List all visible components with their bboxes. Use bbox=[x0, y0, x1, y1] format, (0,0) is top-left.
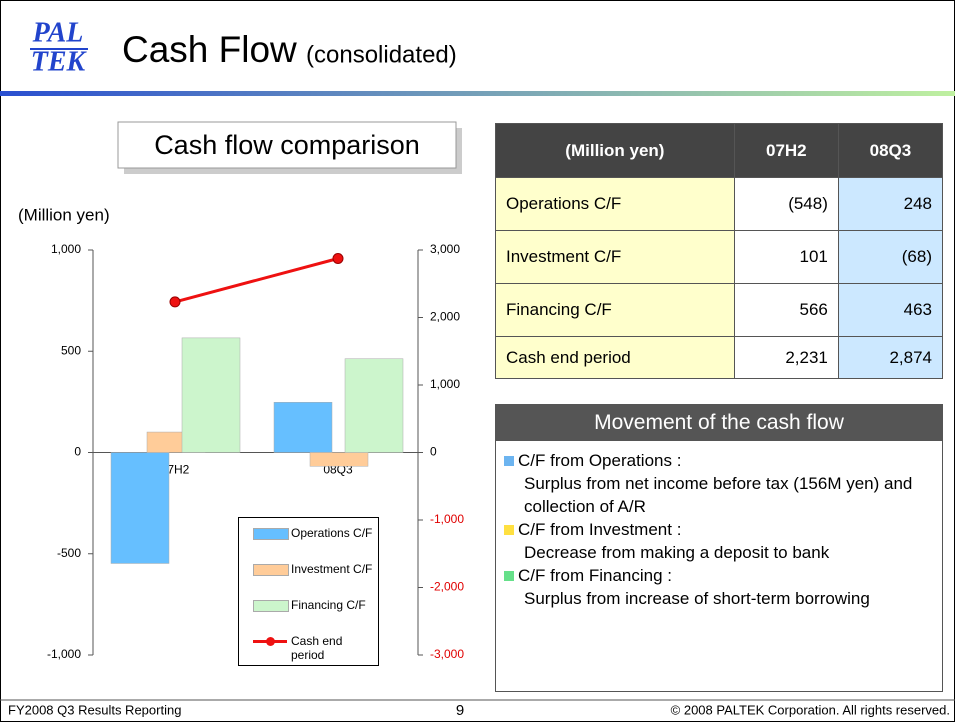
table-header: 08Q3 bbox=[837, 123, 944, 178]
y-tick-label: -1,000 bbox=[47, 647, 81, 661]
bar bbox=[309, 452, 369, 467]
y2-tick-label: 3,000 bbox=[430, 242, 460, 256]
cell: Cash end period bbox=[495, 336, 735, 379]
page-number: 9 bbox=[456, 702, 464, 719]
legend-dot bbox=[266, 637, 275, 646]
table-header: 07H2 bbox=[733, 123, 839, 178]
cell: 248 bbox=[837, 177, 944, 231]
legend-label: Operations C/F bbox=[291, 526, 373, 540]
item-text: Surplus from increase of short-term borr… bbox=[524, 589, 870, 608]
y-tick-label: 0 bbox=[74, 445, 81, 459]
cell: 101 bbox=[733, 230, 839, 284]
header-rule bbox=[0, 91, 955, 96]
movement-title: Movement of the cash flow bbox=[496, 405, 942, 441]
point bbox=[332, 253, 344, 265]
y2-tick-label: 2,000 bbox=[430, 310, 460, 324]
bar bbox=[344, 358, 404, 453]
legend-label: Cash end period bbox=[291, 634, 343, 662]
point bbox=[169, 296, 181, 308]
subtitle: (consolidated) bbox=[306, 41, 457, 68]
y-tick-label: 1,000 bbox=[51, 242, 81, 256]
legend-label: Investment C/F bbox=[291, 562, 373, 576]
table-header: (Million yen) bbox=[495, 123, 735, 178]
movement-item: C/F from Financing : Surplus from increas… bbox=[496, 564, 942, 610]
movement-item: C/F from Operations : Surplus from net in… bbox=[496, 449, 942, 518]
footer-right: © 2008 PALTEK Corporation. All rights re… bbox=[671, 702, 950, 717]
heading-text: C/F from Operations : bbox=[518, 451, 682, 470]
bar bbox=[273, 402, 333, 453]
item-text: Surplus from net income before tax (156M… bbox=[524, 474, 913, 516]
cf-table: (Million yen) 07H2 08Q3 Operations C/F (548… bbox=[495, 123, 944, 379]
y2-tick-label: -2,000 bbox=[430, 580, 464, 594]
y2-tick-label: -3,000 bbox=[430, 647, 464, 661]
item-heading: C/F from Investment : bbox=[504, 518, 942, 541]
y2-tick-label: 1,000 bbox=[430, 377, 460, 391]
cell: 566 bbox=[733, 283, 839, 337]
cell: Investment C/F bbox=[495, 230, 735, 284]
cell: 463 bbox=[837, 283, 944, 337]
bar bbox=[181, 337, 241, 453]
item-heading: C/F from Financing : bbox=[504, 564, 942, 587]
heading-text: C/F from Investment : bbox=[518, 520, 682, 539]
cell: (548) bbox=[733, 177, 839, 231]
y2-tick-label: 0 bbox=[430, 445, 437, 459]
legend-swatch bbox=[253, 564, 289, 576]
title: Cash Flow bbox=[122, 29, 297, 70]
item-text: Decrease from making a deposit to bank bbox=[524, 543, 830, 562]
bullet bbox=[504, 525, 514, 535]
legend-label: Financing C/F bbox=[291, 598, 366, 612]
y-tick-label: 500 bbox=[61, 343, 81, 357]
cell: Operations C/F bbox=[495, 177, 735, 231]
chart-title-box bbox=[117, 121, 457, 169]
footer-left: FY2008 Q3 Results Reporting bbox=[8, 702, 181, 717]
legend-swatch bbox=[253, 528, 289, 540]
heading-text: C/F from Financing : bbox=[518, 566, 672, 585]
movement-items: C/F from Operations : Surplus from net in… bbox=[496, 441, 942, 610]
bar bbox=[110, 452, 170, 564]
y-axis-label: (Million yen) bbox=[18, 205, 110, 224]
bullet bbox=[504, 571, 514, 581]
chart-title: Cash flow comparison bbox=[154, 130, 420, 160]
y-tick-label: -500 bbox=[57, 546, 81, 560]
logo: TEK bbox=[31, 46, 88, 77]
movement-item: C/F from Investment : Decrease from makin… bbox=[496, 518, 942, 564]
cell: Financing C/F bbox=[495, 283, 735, 337]
line bbox=[174, 257, 339, 304]
cell: 2,874 bbox=[837, 336, 944, 379]
cell: 2,231 bbox=[733, 336, 839, 379]
item-heading: C/F from Operations : bbox=[504, 449, 942, 472]
legend-swatch bbox=[253, 600, 289, 612]
logo: PAL bbox=[32, 17, 84, 48]
movement-box: Movement of the cash flow C/F from Opera… bbox=[495, 404, 943, 692]
bullet bbox=[504, 456, 514, 466]
legend: Operations C/F Investment C/F Financing C/… bbox=[238, 517, 379, 666]
y2-tick-label: -1,000 bbox=[430, 512, 464, 526]
cell: (68) bbox=[837, 230, 944, 284]
